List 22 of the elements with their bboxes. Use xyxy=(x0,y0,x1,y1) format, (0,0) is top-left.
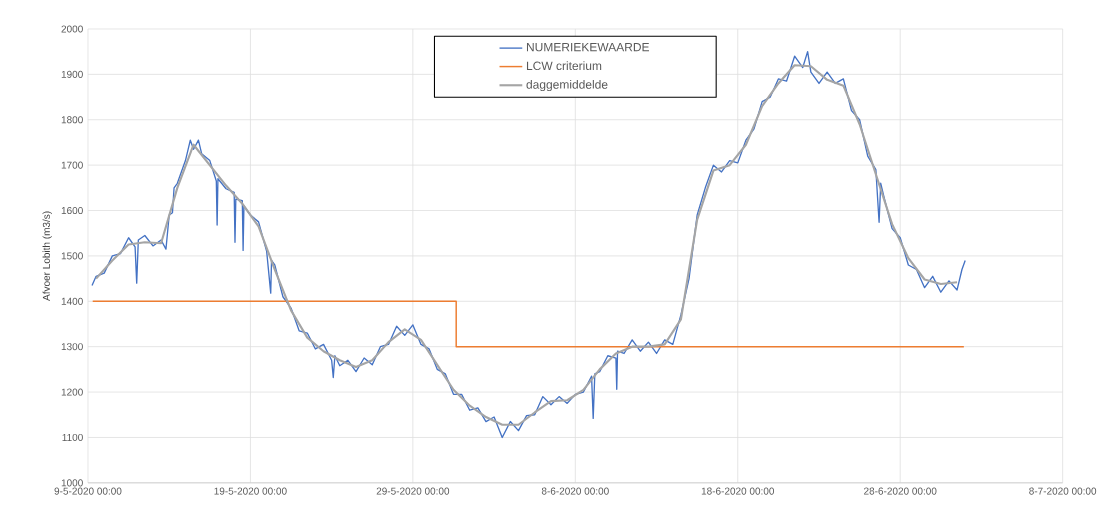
x-tick-label: 8-6-2020 00:00 xyxy=(541,487,609,495)
y-tick-label: 1300 xyxy=(61,343,83,351)
y-tick-label: 1800 xyxy=(61,116,83,124)
x-tick-label: 8-7-2020 00:00 xyxy=(1029,487,1097,495)
y-tick-label: 1900 xyxy=(61,70,83,78)
y-tick-label: 1400 xyxy=(61,297,83,305)
y-tick-label: 1000 xyxy=(61,479,83,487)
y-tick-label: 1500 xyxy=(61,252,83,260)
x-tick-label: 9-5-2020 00:00 xyxy=(54,487,122,495)
x-tick-label: 19-5-2020 00:00 xyxy=(214,487,287,495)
x-tick-label: 29-5-2020 00:00 xyxy=(376,487,450,495)
y-tick-label: 1100 xyxy=(62,433,83,442)
y-tick-label: 1600 xyxy=(61,207,83,215)
legend-label: NUMERIEKEWAARDE xyxy=(526,43,650,52)
legend-label: daggemiddelde xyxy=(526,80,608,92)
y-tick-label: 1700 xyxy=(61,161,83,169)
y-tick-label: 2000 xyxy=(61,25,83,33)
y-axis-title: Afvoer Lobith (m3/s) xyxy=(42,211,52,301)
y-tick-label: 1200 xyxy=(61,388,83,396)
x-tick-label: 18-6-2020 00:00 xyxy=(701,487,775,495)
x-tick-label: 28-6-2020 00:00 xyxy=(864,487,937,495)
legend-label: LCW criterium xyxy=(526,61,602,71)
